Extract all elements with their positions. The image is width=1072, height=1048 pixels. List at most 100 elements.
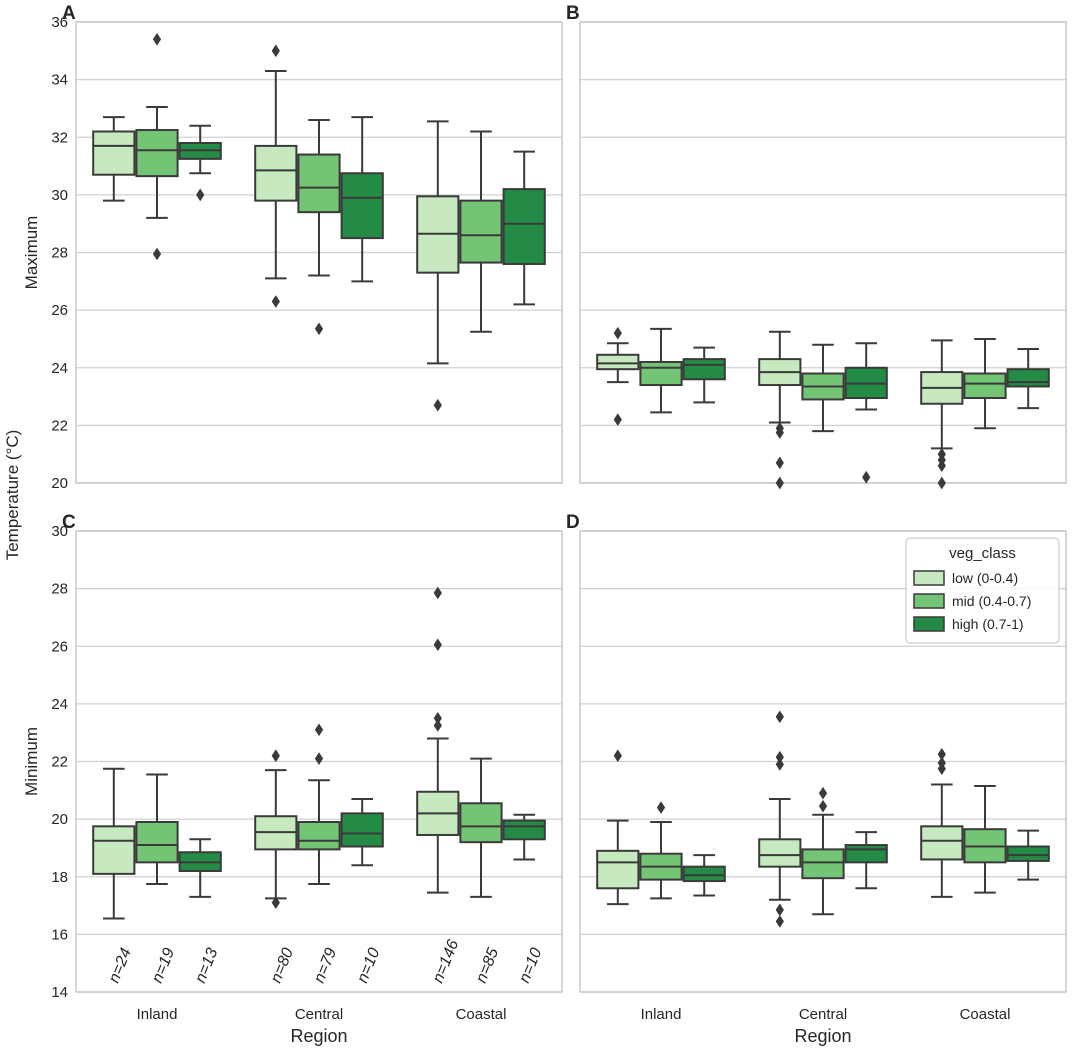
legend-swatch-mid bbox=[913, 593, 945, 609]
box-high-inland bbox=[178, 838, 222, 898]
box-high-inland bbox=[682, 346, 726, 404]
panel-b: B bbox=[566, 3, 1067, 490]
panel-c: 14 16 18 20 22 24 26 28 30C Minimum Inland Central C… bbox=[22, 512, 563, 1023]
outlier-point bbox=[775, 903, 784, 917]
box-low-central bbox=[758, 330, 802, 490]
box-body bbox=[801, 848, 845, 880]
y-tick-label: 30 bbox=[51, 523, 68, 540]
box-low-coastal bbox=[920, 339, 964, 490]
box-low-coastal bbox=[416, 120, 460, 412]
x-tick-label: Inland bbox=[137, 1006, 178, 1023]
y-tick-label: 14 bbox=[51, 984, 68, 1001]
box-high-central bbox=[340, 797, 384, 867]
outlier-point bbox=[152, 32, 162, 46]
box-low-central bbox=[254, 44, 298, 308]
box-body bbox=[920, 825, 964, 861]
outlier-point bbox=[775, 456, 784, 470]
x-tick-label: Central bbox=[295, 1006, 343, 1023]
outlier-point bbox=[314, 752, 324, 765]
box-high-coastal bbox=[1006, 829, 1050, 881]
box-low-inland bbox=[596, 326, 640, 426]
panel-d: D Inland Central Coastal bbox=[566, 512, 1067, 1023]
box-mid-coastal bbox=[963, 337, 1007, 430]
panel-letter: B bbox=[566, 3, 580, 24]
panel-frame bbox=[579, 530, 1067, 993]
outlier-point bbox=[775, 758, 784, 771]
y-tick-label: 24 bbox=[51, 360, 68, 377]
panel-letter: D bbox=[566, 512, 580, 533]
box-body bbox=[1006, 845, 1050, 862]
box-high-central bbox=[844, 831, 888, 890]
y-tick-label: 34 bbox=[51, 72, 68, 89]
panel-a: 20 22 24 26 28 30 32 34 36A Maximum bbox=[22, 3, 563, 492]
n-count-label: n=146 bbox=[430, 937, 463, 985]
box-mid-central bbox=[801, 343, 845, 433]
n-count-label: n=85 bbox=[473, 946, 502, 986]
box-mid-inland bbox=[639, 801, 683, 900]
outlier-point bbox=[271, 896, 280, 910]
box-body bbox=[682, 358, 726, 381]
x-tick-label: Central bbox=[799, 1006, 847, 1023]
box-body bbox=[596, 353, 640, 371]
outlier-point bbox=[433, 398, 442, 412]
y-tick-label: 32 bbox=[51, 129, 68, 146]
y-tick-label: 20 bbox=[51, 475, 68, 492]
xlabel-right: Region bbox=[794, 1026, 851, 1046]
outlier-point bbox=[937, 762, 946, 776]
outlier-point bbox=[433, 719, 442, 732]
panel-letter: C bbox=[62, 512, 76, 533]
box-body bbox=[502, 188, 546, 266]
y-tick-label: 26 bbox=[51, 302, 68, 319]
y-tick-label: 22 bbox=[51, 417, 68, 434]
box-body bbox=[459, 199, 503, 264]
outlier-point bbox=[271, 295, 280, 308]
box-body bbox=[340, 812, 384, 848]
outlier-point bbox=[433, 711, 442, 725]
x-tick-label: Inland bbox=[641, 1006, 682, 1023]
outlier-point bbox=[775, 915, 784, 928]
box-low-central bbox=[254, 749, 298, 910]
box-mid-coastal bbox=[963, 784, 1007, 894]
legend-swatch-low bbox=[913, 570, 945, 586]
outlier-point bbox=[433, 586, 442, 600]
n-count-label: n=13 bbox=[192, 946, 221, 986]
outlier-point bbox=[775, 476, 784, 490]
box-high-inland bbox=[178, 124, 222, 202]
xlabel-left: Region bbox=[290, 1026, 347, 1046]
n-count-label: n=24 bbox=[106, 946, 135, 986]
box-mid-inland bbox=[135, 773, 179, 885]
x-tick-label: Coastal bbox=[456, 1006, 507, 1023]
box-high-inland bbox=[682, 854, 726, 897]
box-body bbox=[135, 129, 179, 178]
outlier-point bbox=[656, 801, 666, 814]
box-body bbox=[639, 360, 683, 387]
box-body bbox=[844, 844, 888, 864]
box-body bbox=[135, 821, 179, 864]
box-low-inland bbox=[92, 767, 136, 920]
panel-letter: A bbox=[62, 3, 76, 24]
outlier-point bbox=[775, 710, 784, 724]
outlier-point bbox=[862, 470, 871, 484]
box-mid-coastal bbox=[459, 757, 503, 898]
legend-label-low: low (0-0.4) bbox=[952, 570, 1018, 586]
box-body bbox=[502, 819, 546, 841]
outlier-point bbox=[613, 326, 622, 340]
box-high-central bbox=[844, 342, 888, 484]
box-body bbox=[758, 838, 802, 868]
box-body bbox=[459, 802, 503, 844]
box-high-central bbox=[340, 116, 384, 283]
n-count-label: n=10 bbox=[354, 946, 383, 986]
y-axis-label: Minimum bbox=[22, 727, 41, 796]
legend-label-mid: mid (0.4-0.7) bbox=[952, 593, 1031, 609]
box-body bbox=[92, 825, 136, 875]
outlier-point bbox=[613, 749, 622, 763]
y-tick-label: 28 bbox=[51, 581, 68, 598]
box-mid-central bbox=[297, 723, 341, 885]
outlier-point bbox=[937, 476, 946, 490]
legend-swatch-high bbox=[913, 616, 945, 632]
box-body bbox=[596, 849, 640, 890]
outlier-point bbox=[433, 638, 442, 652]
box-body bbox=[963, 372, 1007, 400]
